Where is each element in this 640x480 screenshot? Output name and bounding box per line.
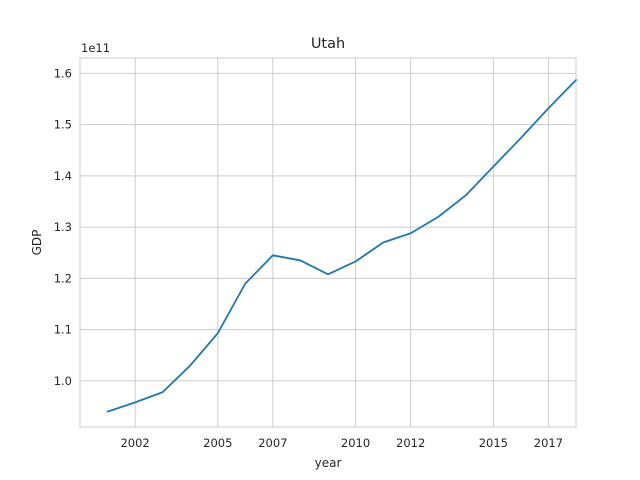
y-tick-label: 1.2 bbox=[54, 271, 72, 285]
chart-title: Utah bbox=[311, 36, 345, 52]
gdp-line bbox=[106, 79, 577, 413]
plot-area-background bbox=[80, 58, 576, 427]
x-tick-labels: 2002 2005 2007 2010 2012 2015 2017 bbox=[120, 436, 563, 450]
x-tick-label: 2012 bbox=[396, 436, 425, 450]
y-tick-label: 1.4 bbox=[54, 169, 72, 183]
x-axis-label: year bbox=[315, 456, 342, 470]
x-tick-label: 2005 bbox=[203, 436, 232, 450]
x-tick-label: 2017 bbox=[534, 436, 563, 450]
plot-frame bbox=[79, 57, 577, 428]
y-axis-label: GDP bbox=[30, 230, 44, 256]
series-layer bbox=[106, 79, 577, 413]
x-tick-label: 2015 bbox=[479, 436, 508, 450]
y-tick-label: 1.3 bbox=[54, 220, 72, 234]
y-tick-label: 1.0 bbox=[54, 374, 72, 388]
y-tick-label: 1.6 bbox=[54, 66, 72, 80]
y-tick-label: 1.1 bbox=[54, 323, 72, 337]
y-axis-offset-text: 1e11 bbox=[81, 41, 110, 55]
y-tick-labels: 1.0 1.1 1.2 1.3 1.4 1.5 1.6 bbox=[54, 66, 72, 388]
x-tick-label: 2002 bbox=[120, 436, 149, 450]
y-tick-label: 1.5 bbox=[54, 118, 72, 132]
x-tick-label: 2007 bbox=[258, 436, 287, 450]
x-tick-label: 2010 bbox=[341, 436, 370, 450]
grid bbox=[80, 58, 576, 427]
